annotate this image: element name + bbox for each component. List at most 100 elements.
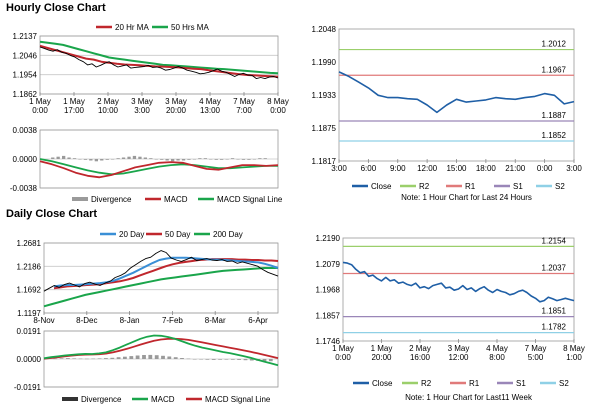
- hourly-macd-divergence-bar: [160, 159, 164, 160]
- hourly-macd-divergence-bar: [171, 159, 175, 162]
- hourly-levels-close-line: [338, 71, 575, 114]
- hourly-macd-signal-line: [39, 158, 278, 176]
- daily-macd-divergence-bar: [116, 357, 121, 359]
- daily-macd-divergence-bar: [72, 358, 77, 359]
- hourly-levels-y-tick-label: 1.1875: [312, 124, 337, 133]
- hourly-50hr-ma-line: [39, 40, 279, 75]
- hourly-macd-divergence-bar: [230, 158, 235, 159]
- hourly-macd-divergence-bar: [51, 157, 55, 159]
- hourly-price-x-tick-label: 1 May 0:00: [29, 97, 51, 115]
- hourly-close-line: [39, 46, 279, 80]
- daily-macd-divergence-bar: [161, 355, 165, 359]
- hourly-macd-divergence-bar: [89, 159, 93, 161]
- daily-macd-plot-area: [43, 330, 279, 388]
- hourly-macd-divergence-bar: [111, 159, 115, 160]
- daily-levels-y-tick-label: 1.2190: [316, 234, 341, 243]
- daily-macd-divergence-bar: [173, 357, 178, 359]
- hourly-levels-x-tick-label: 21:00: [505, 164, 526, 173]
- hourly-levels-legend-s2-label: S2: [555, 182, 565, 191]
- hourly-macd-line: [39, 160, 279, 179]
- daily-levels-s1-level-label: 1.1851: [542, 307, 567, 316]
- hourly-macd-y-tick-label: 0.0038: [13, 126, 38, 135]
- hourly-levels-x-tick-label: 15:00: [446, 164, 467, 173]
- daily-levels-y-tick-label: 1.2079: [316, 260, 341, 269]
- daily-macd-divergence-bar: [135, 355, 140, 359]
- hourly-levels-legend-s1-label: S1: [513, 182, 523, 191]
- daily-macd-divergence-bar: [205, 359, 210, 360]
- hourly-levels-legend-close-label: Close: [371, 182, 392, 191]
- daily-macd-divergence-bar: [237, 359, 241, 360]
- hourly-levels-y-tick-label: 1.2048: [312, 25, 337, 34]
- hourly-macd-divergence-bar: [149, 158, 153, 159]
- hourly-macd-divergence-bar: [203, 158, 207, 159]
- daily-macd-divergence-bar: [129, 356, 134, 359]
- daily-levels-x-tick-label: 1 May 20:00: [371, 344, 393, 362]
- daily-legend-divergence-swatch: [62, 397, 78, 401]
- hourly-levels-legend-r1-label: R1: [465, 182, 476, 191]
- hourly-price-y-tick-label: 1.2137: [13, 32, 38, 41]
- daily-macd-y-tick-label: 0.0191: [17, 327, 42, 336]
- daily-macd-divergence-bar: [192, 359, 197, 360]
- hourly-price-x-tick-label: 2 May 10:00: [97, 97, 119, 115]
- daily-price-plot-area: [43, 242, 279, 314]
- hourly-levels-r1-level-label: 1.1967: [542, 65, 567, 74]
- hourly-legend-signal-label: MACD Signal Line: [217, 195, 283, 204]
- hourly-levels-x-tick-label: 0:00: [537, 164, 553, 173]
- daily-macd-divergence-bar: [249, 359, 254, 361]
- daily-price-x-tick-label: 8-Nov: [33, 316, 54, 325]
- daily-levels-legend-close-label: Close: [372, 379, 393, 388]
- hourly-legend-20hr-label: 20 Hr MA: [115, 23, 149, 32]
- daily-price-x-tick-label: 7-Feb: [162, 316, 183, 325]
- hourly-levels-x-tick-label: 9:00: [390, 164, 406, 173]
- daily-legend-200day-label: 200 Day: [213, 230, 243, 239]
- daily-levels-y-tick-label: 1.1968: [316, 286, 341, 295]
- hourly-price-plot-area: [39, 35, 279, 95]
- hourly-levels-x-tick-label: 3:00: [566, 164, 582, 173]
- daily-macd-divergence-bar: [186, 358, 191, 360]
- hourly-macd-divergence-bar: [100, 159, 104, 161]
- hourly-macd-divergence-bar: [214, 159, 218, 160]
- daily-levels-x-tick-label: 7 May 5:00: [525, 344, 547, 362]
- daily-macd-y-tick-label: 0.0000: [17, 355, 42, 364]
- daily-macd-divergence-bar: [268, 359, 273, 362]
- daily-price-x-tick-label: 8-Jan: [120, 316, 140, 325]
- hourly-macd-divergence-bar: [247, 159, 251, 160]
- daily-macd-divergence-bar: [211, 359, 216, 360]
- daily-levels-r1-level-label: 1.2037: [542, 263, 567, 272]
- daily-macd-divergence-bar: [154, 355, 159, 359]
- daily-legend-divergence-label: Divergence: [81, 395, 122, 404]
- daily-levels-r2-level-label: 1.2154: [542, 236, 567, 245]
- daily-macd-divergence-bar: [180, 358, 184, 359]
- daily-macd-divergence-bar: [66, 358, 70, 359]
- hourly-levels-x-tick-label: 6:00: [361, 164, 377, 173]
- daily-levels-x-tick-label: 1 May 0:00: [332, 344, 354, 362]
- daily-legend-50day-label: 50 Day: [165, 230, 190, 239]
- daily-macd-line: [43, 334, 279, 367]
- hourly-levels-r2-level-label: 1.2012: [542, 40, 567, 49]
- hourly-levels-y-tick-label: 1.1990: [312, 58, 337, 67]
- hourly-macd-divergence-bar: [165, 159, 169, 161]
- hourly-price-x-tick-label: 4 May 13:00: [199, 97, 221, 115]
- daily-levels-s2-level-label: 1.1782: [542, 323, 567, 332]
- hourly-macd-divergence-bar: [143, 157, 147, 159]
- hourly-macd-divergence-bar: [154, 159, 158, 160]
- daily-levels-legend-s1-label: S1: [516, 379, 526, 388]
- hourly-macd-divergence-bar: [220, 159, 224, 160]
- hourly-levels-x-tick-label: 12:00: [417, 164, 438, 173]
- daily-legend-20day-label: 20 Day: [119, 230, 144, 239]
- hourly-macd-divergence-bar: [209, 159, 213, 160]
- hourly-macd-divergence-bar: [176, 159, 180, 161]
- hourly-macd-divergence-bar: [62, 155, 66, 159]
- daily-levels-legend-s2-label: S2: [559, 379, 569, 388]
- daily-macd-divergence-bar: [262, 359, 267, 362]
- daily-levels-legend-r2-label: R2: [421, 379, 432, 388]
- hourly-macd-divergence-bar: [236, 159, 240, 160]
- hourly-macd-divergence-bar: [116, 158, 120, 159]
- hourly-levels-x-tick-label: 3:00: [331, 164, 347, 173]
- hourly-levels-s2-level-label: 1.1852: [542, 131, 567, 140]
- daily-levels-x-tick-label: 3 May 12:00: [448, 344, 470, 362]
- daily-macd-divergence-bar: [224, 359, 229, 360]
- hourly-levels-x-tick-label: 18:00: [476, 164, 497, 173]
- daily-levels-x-tick-label: 8 May 1:00: [563, 344, 585, 362]
- daily-chart-title: Daily Close Chart: [6, 208, 98, 220]
